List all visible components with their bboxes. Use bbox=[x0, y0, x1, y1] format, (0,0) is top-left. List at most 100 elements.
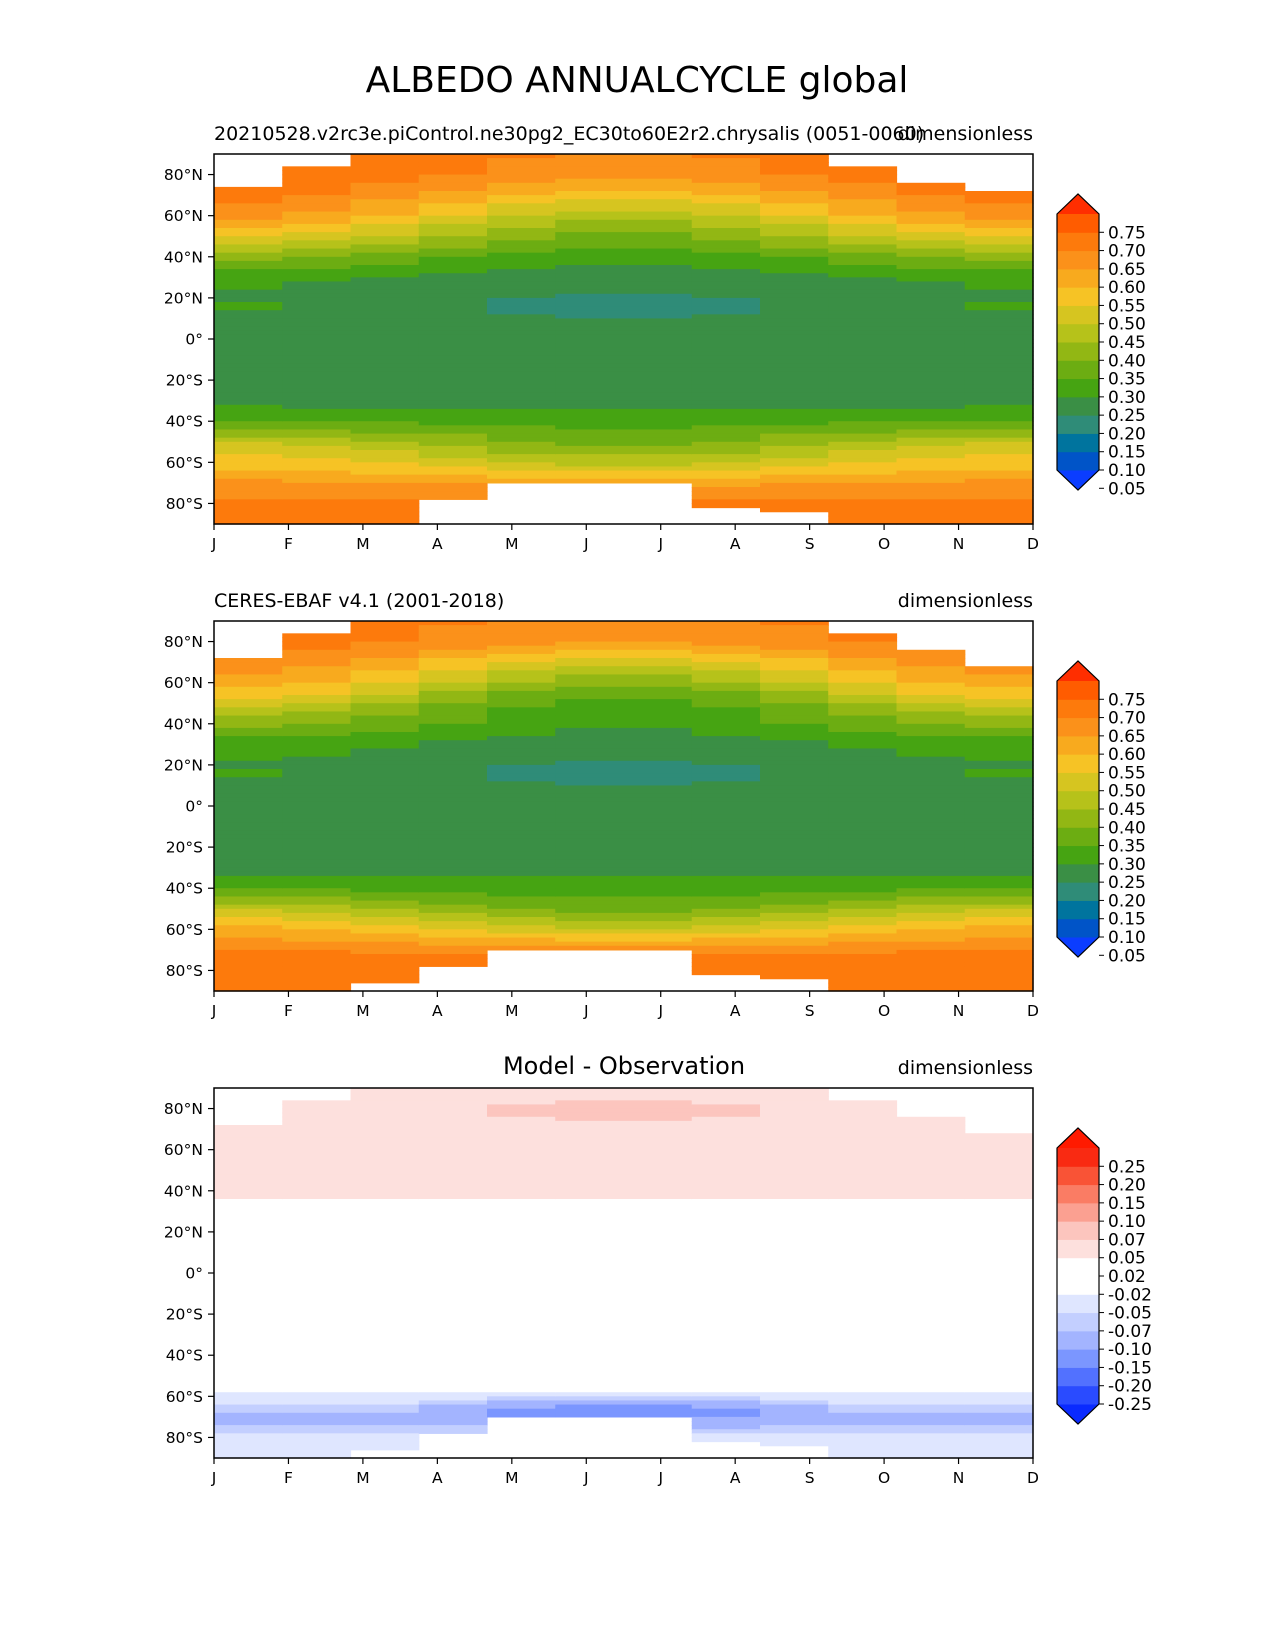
heatmap-cell bbox=[350, 380, 420, 385]
heatmap-cell bbox=[964, 1215, 1034, 1221]
heatmap-cell bbox=[487, 363, 556, 369]
heatmap-cell bbox=[964, 458, 1034, 463]
heatmap-cell bbox=[896, 826, 966, 832]
heatmap-cell bbox=[350, 1194, 420, 1200]
heatmap-cell bbox=[964, 1314, 1034, 1319]
heatmap-cell bbox=[828, 211, 898, 217]
heatmap-cell bbox=[418, 736, 488, 741]
heatmap-cell bbox=[555, 912, 625, 918]
heatmap-cell bbox=[623, 740, 693, 745]
heatmap-cell bbox=[555, 1379, 625, 1385]
heatmap-cell bbox=[828, 1207, 898, 1212]
heatmap-cell bbox=[214, 1223, 283, 1229]
heatmap-cell bbox=[760, 929, 829, 935]
heatmap-cell bbox=[828, 974, 898, 980]
x-tick-label: O bbox=[878, 1469, 890, 1487]
heatmap-cell bbox=[214, 732, 283, 737]
heatmap-cell bbox=[760, 1379, 829, 1385]
heatmap-cell bbox=[828, 1166, 898, 1171]
heatmap-cell bbox=[555, 896, 625, 902]
heatmap-cell bbox=[623, 1141, 693, 1147]
heatmap-cell bbox=[214, 1388, 283, 1393]
heatmap-cell bbox=[282, 1207, 352, 1212]
heatmap-cell bbox=[555, 1322, 625, 1328]
heatmap-cell bbox=[282, 1318, 352, 1323]
heatmap-cell bbox=[623, 363, 693, 369]
heatmap-cell bbox=[691, 228, 761, 233]
heatmap-cell bbox=[555, 740, 625, 745]
heatmap-cell bbox=[623, 789, 693, 795]
heatmap-cell bbox=[418, 830, 488, 836]
heatmap-cell bbox=[350, 888, 420, 893]
heatmap-cell bbox=[828, 645, 898, 651]
heatmap-cell bbox=[555, 166, 625, 172]
y-tick-label: 80°N bbox=[164, 633, 203, 651]
heatmap-cell bbox=[487, 1153, 556, 1159]
heatmap-cell bbox=[760, 166, 829, 172]
heatmap-cell bbox=[282, 822, 352, 828]
heatmap-cell bbox=[282, 454, 352, 459]
heatmap-cell bbox=[964, 1203, 1034, 1208]
heatmap-cell bbox=[828, 966, 898, 972]
heatmap-cell bbox=[350, 711, 420, 717]
heatmap-cell bbox=[350, 1437, 420, 1443]
heatmap-cell bbox=[964, 1437, 1034, 1443]
heatmap-cell bbox=[828, 859, 898, 865]
heatmap-cell bbox=[691, 1260, 761, 1266]
heatmap-cell bbox=[487, 367, 556, 373]
heatmap-cell bbox=[418, 256, 488, 262]
colorbar-segment bbox=[1057, 305, 1099, 325]
heatmap-cell bbox=[555, 281, 625, 287]
heatmap-cell bbox=[282, 1157, 352, 1163]
heatmap-cell bbox=[282, 814, 352, 819]
heatmap-cell bbox=[691, 814, 761, 819]
heatmap-cell bbox=[418, 1268, 488, 1274]
heatmap-cell bbox=[760, 847, 829, 852]
heatmap-cell bbox=[623, 326, 693, 332]
heatmap-cell bbox=[487, 1137, 556, 1143]
heatmap-cell bbox=[418, 273, 488, 278]
heatmap-cell bbox=[214, 1314, 283, 1319]
heatmap-cell bbox=[896, 908, 966, 914]
heatmap-cell bbox=[896, 1371, 966, 1377]
heatmap-cell bbox=[896, 1219, 966, 1225]
heatmap-cell bbox=[418, 752, 488, 758]
heatmap-cell bbox=[214, 703, 283, 708]
heatmap-cell bbox=[623, 199, 693, 204]
heatmap-cell bbox=[282, 326, 352, 332]
heatmap-cell bbox=[964, 740, 1034, 745]
heatmap-cell bbox=[828, 962, 898, 967]
heatmap-cell bbox=[418, 1108, 488, 1114]
heatmap-cell bbox=[760, 306, 829, 311]
heatmap-cell bbox=[350, 470, 420, 476]
heatmap-cell bbox=[896, 777, 966, 782]
heatmap-cell bbox=[691, 1375, 761, 1381]
heatmap-cell bbox=[760, 1178, 829, 1184]
heatmap-cell bbox=[691, 503, 761, 509]
heatmap-cell bbox=[350, 166, 420, 172]
heatmap-cell bbox=[214, 789, 283, 795]
heatmap-cell bbox=[828, 466, 898, 472]
heatmap-cell bbox=[282, 744, 352, 750]
heatmap-cell bbox=[964, 339, 1034, 344]
heatmap-cell bbox=[487, 1100, 556, 1106]
heatmap-cell bbox=[555, 421, 625, 426]
x-tick-label: D bbox=[1027, 1469, 1039, 1487]
heatmap-cell bbox=[487, 830, 556, 836]
heatmap-cell bbox=[760, 896, 829, 902]
heatmap-cell bbox=[896, 408, 966, 414]
heatmap-cell bbox=[623, 1371, 693, 1377]
heatmap-cell bbox=[418, 925, 488, 930]
heatmap-cell bbox=[487, 334, 556, 340]
heatmap-cell bbox=[555, 1285, 625, 1291]
heatmap-cell bbox=[487, 1310, 556, 1315]
heatmap-cell bbox=[828, 1318, 898, 1323]
heatmap-cell bbox=[418, 810, 488, 815]
heatmap-cell bbox=[282, 1120, 352, 1126]
heatmap-cell bbox=[350, 1363, 420, 1369]
heatmap-cell bbox=[214, 1416, 283, 1422]
heatmap-cell bbox=[691, 1145, 761, 1151]
heatmap-cell bbox=[487, 1388, 556, 1393]
heatmap-cell bbox=[214, 781, 283, 787]
heatmap-cell bbox=[691, 306, 761, 311]
